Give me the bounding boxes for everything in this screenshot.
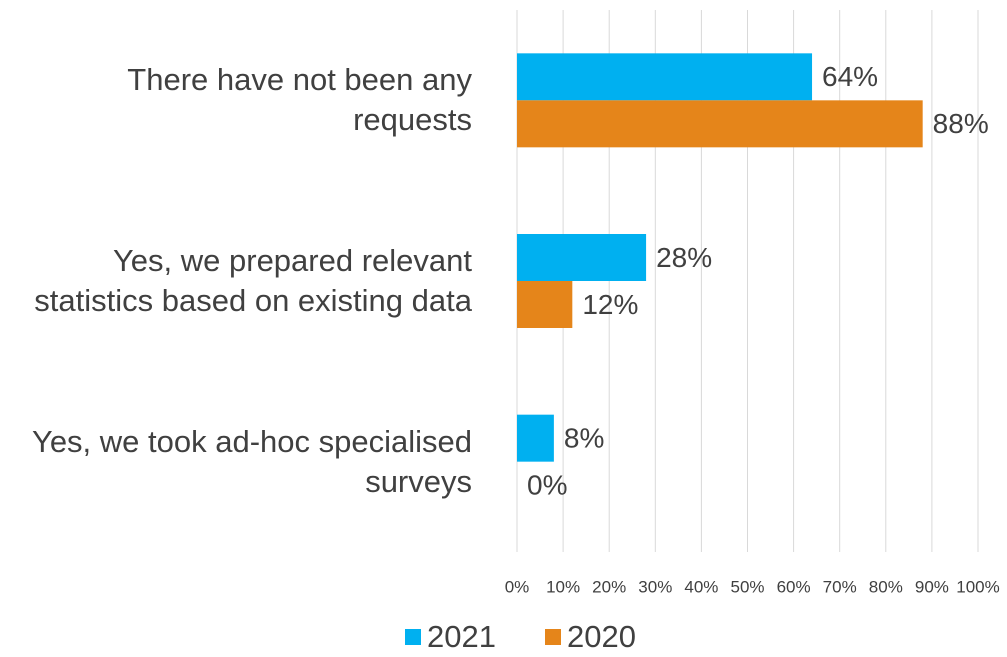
category-label: Yes, we took ad-hoc specialised surveys: [31, 423, 472, 499]
value-label: 8%: [564, 423, 604, 454]
value-label: 0%: [527, 470, 567, 501]
x-tick-label: 0%: [505, 577, 530, 596]
bar: [517, 53, 813, 101]
x-tick-label: 70%: [823, 577, 857, 596]
x-tick-label: 60%: [777, 577, 811, 596]
legend-label: 2020: [567, 619, 636, 654]
category-label: Yes, we prepared relevant statistics bas…: [34, 243, 472, 318]
value-label: 88%: [933, 108, 989, 139]
value-label: 64%: [822, 61, 878, 92]
x-tick-label: 100%: [956, 577, 999, 596]
value-label: 28%: [656, 242, 712, 273]
legend-swatch: [545, 629, 561, 645]
x-tick-label: 10%: [546, 577, 580, 596]
x-tick-label: 30%: [638, 577, 672, 596]
bar: [517, 100, 923, 148]
x-tick-label: 50%: [730, 577, 764, 596]
x-tick-label: 90%: [915, 577, 949, 596]
category-label: There have not been any requests: [127, 62, 472, 138]
value-label: 12%: [582, 289, 638, 320]
bar: [517, 234, 647, 281]
x-tick-label: 40%: [684, 577, 718, 596]
x-tick-label: 20%: [592, 577, 626, 596]
bar: [517, 281, 573, 328]
legend-label: 2021: [427, 619, 496, 654]
bar: [517, 414, 554, 462]
legend-swatch: [405, 629, 421, 645]
x-tick-label: 80%: [869, 577, 903, 596]
